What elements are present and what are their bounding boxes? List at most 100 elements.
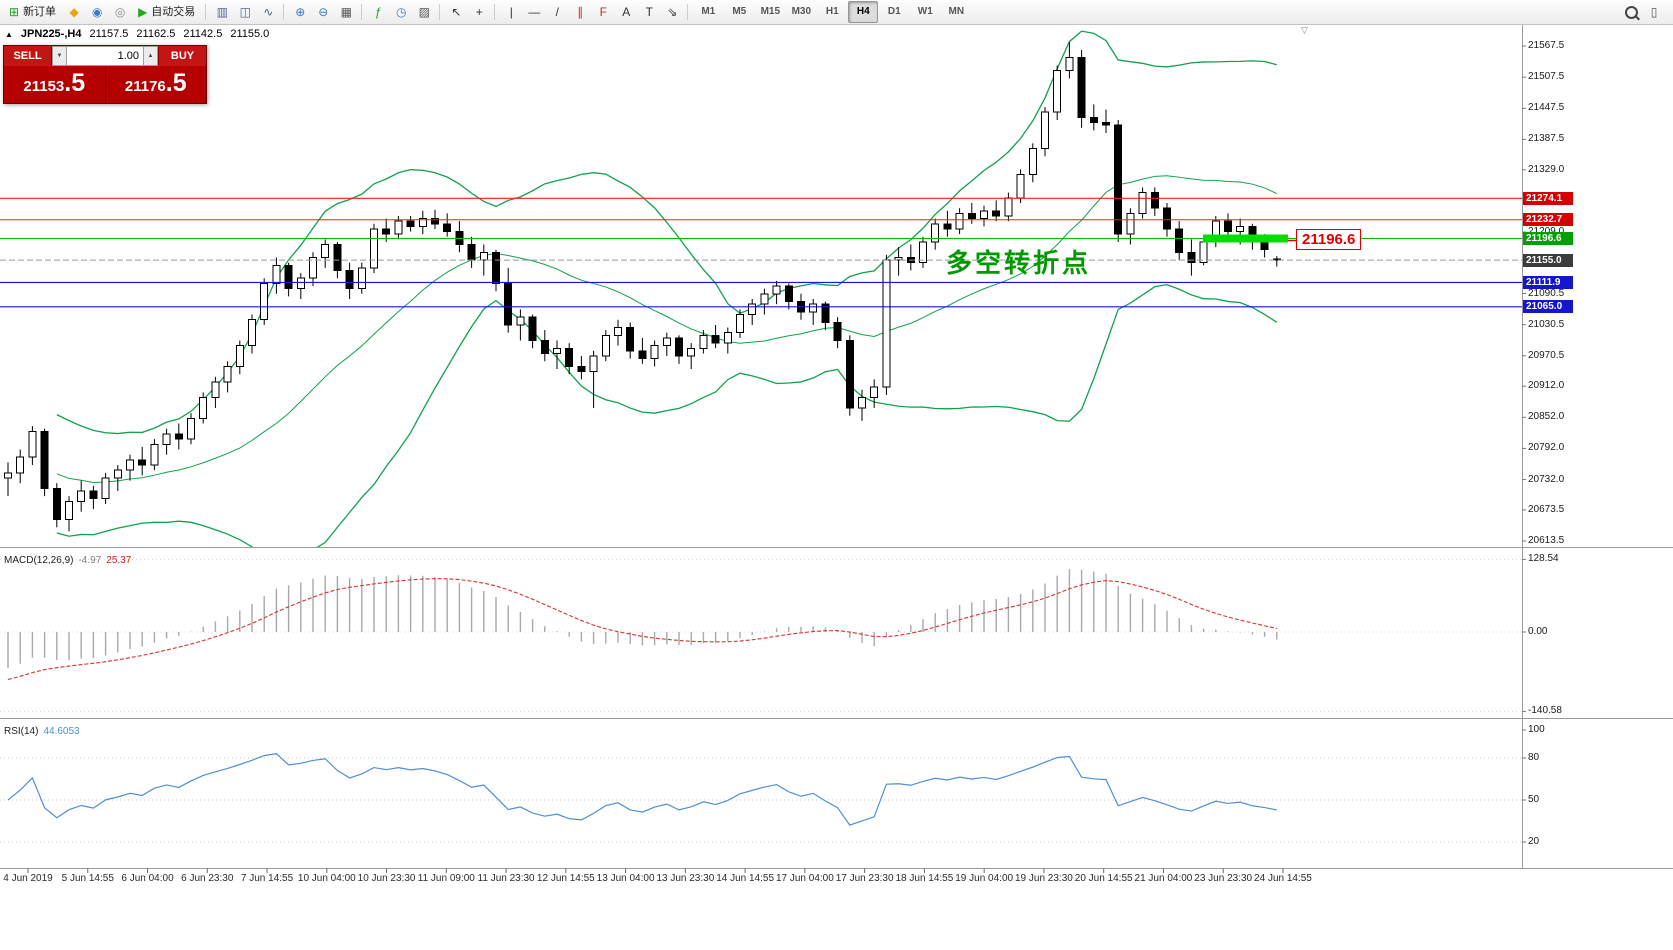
zoom-out-icon[interactable]: ⊖: [312, 1, 334, 23]
candle-body: [748, 303, 757, 316]
toolbar-separator: [439, 4, 441, 20]
candle-body: [601, 334, 610, 357]
candle-body: [638, 350, 647, 360]
indicators-icon[interactable]: ƒ: [367, 1, 389, 23]
candle-body: [699, 334, 708, 349]
candle-body: [577, 365, 586, 373]
candle-body: [1163, 207, 1171, 230]
ohlc-high: 21162.5: [136, 28, 176, 40]
volume-decrease-button[interactable]: ▼: [52, 46, 67, 66]
volume-input[interactable]: [67, 46, 143, 66]
fibonacci-icon[interactable]: F: [592, 1, 614, 23]
bollinger-band: [56, 175, 1278, 484]
timeframe-m15-button[interactable]: M15: [760, 6, 781, 17]
bar-chart-icon-glyph-icon: ▥: [216, 5, 228, 19]
candle-body: [406, 220, 415, 227]
timeframe-m1-button[interactable]: M1: [701, 6, 716, 17]
symbol-marker-icon: ▲: [5, 29, 13, 39]
ohlc-close: 21155.0: [230, 28, 270, 40]
cursor-icon[interactable]: ↖: [445, 1, 467, 23]
candle-body: [223, 365, 232, 383]
candle-body: [528, 316, 537, 341]
candle-body: [1041, 111, 1049, 150]
text-icon[interactable]: A: [615, 1, 637, 23]
tile-windows-icon[interactable]: ▦: [335, 1, 357, 23]
candle-body: [589, 355, 598, 373]
candle-body: [272, 264, 281, 284]
timeframe-h1-button[interactable]: H1: [825, 6, 839, 17]
candle-body: [1004, 197, 1013, 217]
new-order-button[interactable]: ⊞ 新订单: [3, 1, 62, 23]
candle-body: [919, 241, 927, 264]
candle-body: [626, 327, 635, 352]
equidistant-channel-icon[interactable]: ∥: [569, 1, 591, 23]
candle-body: [1138, 192, 1147, 214]
candle-body: [821, 303, 830, 323]
sell-price-button[interactable]: 21153 .5: [4, 66, 106, 103]
toolbar: ⊞ 新订单 ◆ ◉ ◎ ▶ 自动交易 ▥ ◫ ∿ ⊕ ⊖ ▦ ƒ ◷ ▨ ↖ + | — / ∥ F A T ⇘ M1 M5 M15 M3…: [0, 0, 1673, 25]
text-icon-glyph-icon: A: [622, 5, 631, 19]
timeframe-h4-button[interactable]: H4: [848, 1, 879, 23]
candle-body: [431, 218, 439, 225]
crosshair-icon[interactable]: +: [468, 1, 490, 23]
text-label-icon[interactable]: T: [638, 1, 660, 23]
signals-icon-glyph-icon: ◎: [114, 5, 126, 19]
bar-chart-icon[interactable]: ▥: [211, 1, 233, 23]
candle-body: [784, 285, 793, 303]
line-chart-icon[interactable]: ∿: [257, 1, 279, 23]
candle-body: [675, 337, 683, 357]
buy-button[interactable]: BUY: [158, 46, 206, 66]
autotrading-button[interactable]: ▶ 自动交易: [132, 1, 201, 23]
timeframe-m30-button[interactable]: M30: [791, 6, 812, 17]
candle-body: [4, 472, 12, 479]
trendline-icon[interactable]: /: [546, 1, 568, 23]
candle-body: [357, 267, 366, 290]
rsi-line: [7, 753, 1277, 826]
candle-body: [931, 223, 940, 243]
price-tag-label: 21196.6: [1296, 229, 1362, 250]
new-window-icon[interactable]: ▯: [1650, 5, 1658, 19]
community-icon-glyph-icon: ◉: [91, 5, 103, 19]
symbol-name: JPN225-,H4: [20, 28, 82, 40]
candle-body: [296, 277, 305, 290]
vertical-line-icon[interactable]: |: [500, 1, 522, 23]
candle-body: [1126, 212, 1135, 235]
candle-body: [479, 251, 488, 261]
buy-price-button[interactable]: 21176 .5: [106, 66, 207, 103]
candle-body: [1150, 192, 1159, 209]
candle-body: [333, 244, 342, 271]
signals-icon[interactable]: ◎: [109, 1, 131, 23]
candle-body: [162, 433, 171, 445]
one-click-trade-panel: SELL ▼ ▲ BUY 21153 .5 21176 .5: [3, 45, 207, 104]
timeframe-d1-button[interactable]: D1: [887, 6, 901, 17]
zoom-in-icon[interactable]: ⊕: [289, 1, 311, 23]
arrows-icon[interactable]: ⇘: [661, 1, 683, 23]
horizontal-line-icon[interactable]: —: [523, 1, 545, 23]
mql-market-icon[interactable]: ◆: [63, 1, 85, 23]
macd-indicator-label: MACD(12,26,9) -4.97 25.37: [4, 555, 131, 566]
community-icon[interactable]: ◉: [86, 1, 108, 23]
horizontal-line-icon-glyph-icon: —: [528, 5, 541, 19]
candle-body: [1028, 148, 1037, 175]
candle-body: [211, 381, 220, 399]
candle-body: [1175, 228, 1184, 253]
templates-icon[interactable]: ▨: [413, 1, 435, 23]
volume-increase-button[interactable]: ▲: [143, 46, 158, 66]
timeframe-mn-button[interactable]: MN: [948, 6, 965, 17]
timeframe-m5-button[interactable]: M5: [732, 6, 747, 17]
candle-body: [504, 282, 513, 326]
candle-body: [662, 337, 671, 347]
candlestick-chart-icon[interactable]: ◫: [234, 1, 256, 23]
bollinger-band: [56, 30, 1277, 435]
autotrading-button-label: 自动交易: [151, 5, 196, 18]
search-icon[interactable]: [1620, 1, 1642, 23]
timeframe-w1-button[interactable]: W1: [917, 6, 933, 17]
chart-scroll-marker-icon[interactable]: ▽: [1301, 25, 1308, 35]
candle-body: [845, 339, 854, 409]
cursor-icon-glyph-icon: ↖: [451, 5, 462, 19]
candle-body: [150, 443, 159, 466]
periods-icon[interactable]: ◷: [390, 1, 412, 23]
sell-button[interactable]: SELL: [4, 46, 52, 66]
macd-signal-line: [7, 578, 1277, 681]
